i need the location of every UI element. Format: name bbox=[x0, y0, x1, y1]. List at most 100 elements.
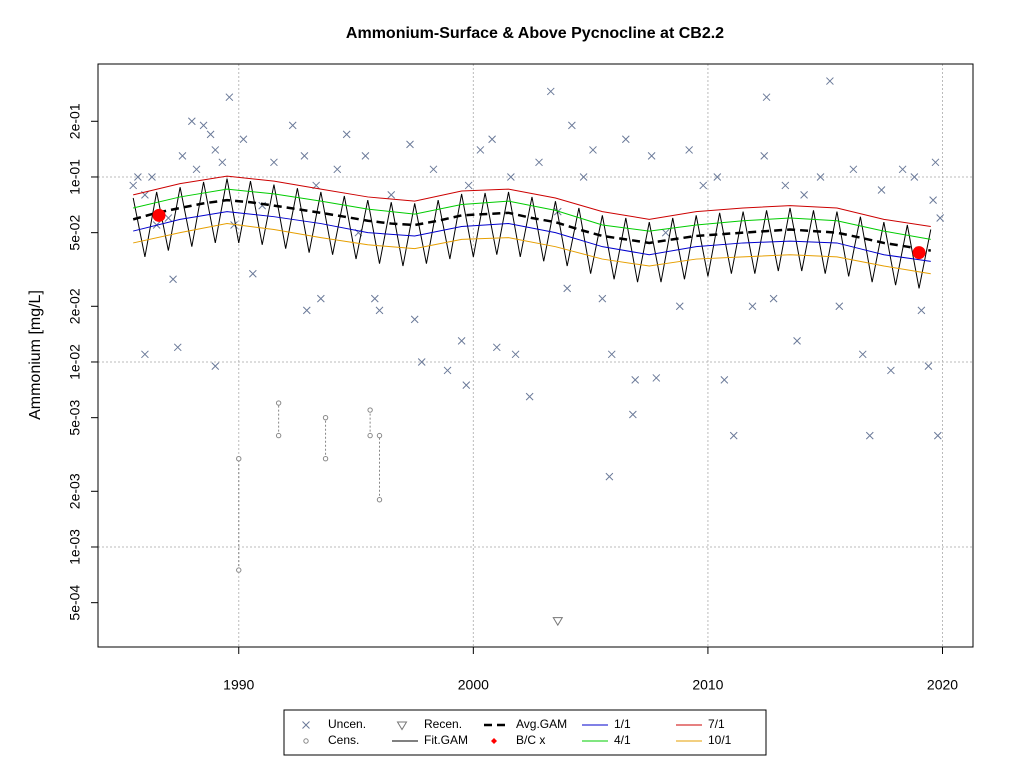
uncensored-point bbox=[211, 362, 220, 370]
uncensored-point bbox=[675, 302, 684, 311]
uncensored-point bbox=[589, 146, 597, 154]
y-tick-label: 2e-02 bbox=[67, 288, 83, 324]
uncensored-point bbox=[187, 117, 196, 126]
uncensored-point bbox=[511, 350, 520, 359]
legend-label: Cens. bbox=[328, 733, 359, 747]
uncensored-point bbox=[164, 214, 173, 222]
bc-point bbox=[912, 246, 926, 260]
uncensored-point bbox=[333, 165, 342, 174]
uncensored-point bbox=[169, 275, 177, 284]
x-tick-label: 2010 bbox=[692, 677, 723, 693]
censored-high bbox=[236, 456, 242, 462]
avg-gam-line bbox=[132, 198, 931, 252]
chart-title: Ammonium-Surface & Above Pycnocline at C… bbox=[346, 25, 724, 42]
y-tick-label: 5e-04 bbox=[67, 585, 83, 621]
uncensored-point bbox=[568, 121, 576, 130]
uncensored-point bbox=[910, 173, 919, 181]
trend-line bbox=[133, 175, 931, 227]
censored-high bbox=[367, 407, 373, 413]
uncensored-point bbox=[417, 358, 426, 366]
censored-low bbox=[376, 497, 383, 503]
uncensored-point bbox=[192, 165, 201, 174]
uncensored-point bbox=[685, 146, 694, 154]
uncensored-point bbox=[931, 158, 940, 167]
uncensored-point bbox=[652, 374, 661, 382]
uncensored-point bbox=[933, 431, 942, 440]
uncensored-point bbox=[858, 350, 867, 359]
uncensored-point bbox=[148, 173, 156, 181]
uncensored-point bbox=[563, 284, 572, 293]
uncensored-point bbox=[816, 173, 825, 181]
uncensored-point bbox=[898, 165, 907, 174]
uncensored-point bbox=[762, 93, 771, 102]
uncensored-point bbox=[507, 173, 515, 181]
uncensored-point bbox=[492, 343, 501, 352]
uncensored-point bbox=[865, 431, 874, 440]
legend-swatch bbox=[396, 721, 408, 731]
legend-label: B/C x bbox=[516, 733, 545, 747]
uncensored-point bbox=[781, 181, 790, 190]
y-axis-title: Ammonium [mg/L] bbox=[27, 290, 44, 420]
legend-label: Uncen. bbox=[328, 717, 366, 731]
uncensored-point bbox=[769, 294, 778, 303]
uncensored-point bbox=[835, 302, 844, 311]
uncensored-point bbox=[621, 135, 630, 144]
uncensored-point bbox=[317, 294, 325, 303]
uncensored-point bbox=[525, 392, 534, 401]
x-tick-label: 2000 bbox=[458, 677, 489, 693]
legend-entries: Uncen. Cens. Recen. Fit.GAM Avg.GAM B/C x 1/1 4… bbox=[302, 717, 732, 747]
uncensored-point bbox=[239, 135, 248, 144]
y-tick-label: 5e-03 bbox=[67, 400, 83, 436]
uncensored-point bbox=[199, 121, 208, 130]
x-tick-label: 2020 bbox=[927, 677, 958, 693]
uncensored-point bbox=[924, 362, 933, 370]
uncensored-point bbox=[406, 140, 414, 149]
legend bbox=[283, 709, 767, 756]
uncensored-point bbox=[849, 165, 858, 174]
uncensored-point bbox=[748, 302, 757, 311]
trend-line bbox=[133, 188, 931, 240]
y-tick-label: 1e-03 bbox=[67, 529, 83, 565]
legend-label: Recen. bbox=[424, 717, 462, 731]
uncensored-point bbox=[760, 152, 769, 160]
uncensored-point bbox=[375, 306, 384, 315]
uncensored-point bbox=[713, 173, 722, 181]
uncensored-point bbox=[288, 121, 297, 130]
legend-swatch bbox=[303, 738, 309, 744]
censored-high bbox=[376, 432, 383, 439]
uncensored-point bbox=[410, 315, 419, 324]
uncensored-point bbox=[248, 269, 257, 278]
uncensored-point bbox=[535, 158, 543, 167]
uncensored-point bbox=[936, 214, 945, 222]
uncensored-point bbox=[211, 146, 220, 154]
legend-swatch bbox=[302, 721, 310, 729]
y-tick-label: 2e-01 bbox=[67, 103, 83, 139]
uncensored-point bbox=[300, 152, 309, 160]
legend-label: Fit.GAM bbox=[424, 733, 468, 747]
uncensored-point bbox=[134, 173, 142, 181]
uncensored-point bbox=[729, 431, 738, 440]
bc-point bbox=[152, 208, 166, 222]
legend-label: 7/1 bbox=[708, 717, 725, 731]
censored-low bbox=[367, 432, 373, 439]
uncensored-point bbox=[457, 337, 466, 345]
uncensored-point bbox=[628, 410, 637, 419]
uncensored-point bbox=[720, 376, 729, 384]
plot-frame bbox=[97, 63, 974, 648]
uncensored-point bbox=[800, 191, 808, 199]
uncensored-point bbox=[826, 77, 834, 85]
trend-line bbox=[133, 211, 931, 262]
uncensored-point bbox=[661, 228, 670, 237]
y-tick-label: 1e-02 bbox=[67, 344, 83, 380]
uncensored-point bbox=[443, 366, 452, 375]
uncensored-point bbox=[699, 181, 708, 190]
uncensored-point bbox=[877, 186, 886, 194]
uncensored-point bbox=[302, 306, 311, 315]
uncensored-point bbox=[917, 306, 926, 315]
uncensored-point bbox=[342, 130, 351, 139]
trend-line bbox=[133, 223, 931, 275]
plot-area: 1990 2000 2010 2020 5e-04 1e-03 2e-03 5e-03 1e-0… bbox=[67, 64, 973, 693]
uncensored-point bbox=[218, 158, 227, 167]
